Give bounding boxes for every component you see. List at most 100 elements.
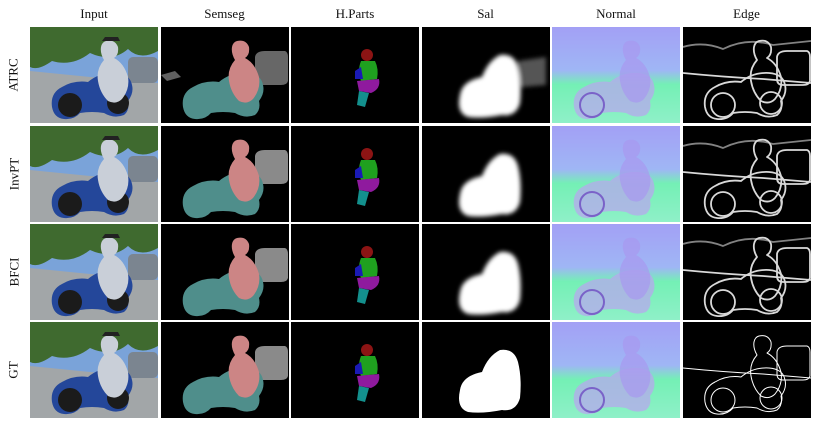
arm-part	[355, 264, 363, 276]
arm-part	[355, 166, 363, 178]
arm-part	[355, 362, 363, 374]
rider	[97, 139, 129, 202]
saliency-mask	[458, 349, 521, 413]
row-label-text: ATRC	[6, 58, 22, 92]
road-edge	[682, 171, 811, 183]
car-edge	[776, 345, 810, 381]
car-edge	[775, 247, 811, 283]
wheel-normal	[579, 191, 605, 217]
road-edge	[682, 367, 811, 379]
legs-part	[357, 79, 380, 93]
wheel-edge	[709, 289, 736, 315]
rider-hat	[102, 234, 120, 238]
feet-part	[357, 91, 369, 107]
saliency-mask	[458, 54, 521, 118]
head-part	[361, 148, 373, 160]
column-header-semseg: Semseg	[204, 6, 245, 21]
bike-edge	[703, 367, 786, 415]
saliency-mask	[458, 153, 521, 217]
car-edge	[775, 50, 811, 86]
legs-part	[357, 178, 380, 192]
row-label-gt: GT	[0, 322, 28, 418]
person-normal	[619, 40, 651, 103]
front-wheel	[58, 290, 82, 314]
front-wheel	[58, 388, 82, 412]
cell-gt-hparts	[291, 322, 419, 418]
front-wheel	[58, 93, 82, 117]
row-label-text: InvPT	[6, 157, 21, 191]
cell-invpt-edge	[682, 126, 811, 222]
tree-region	[30, 27, 158, 69]
feet-part	[357, 190, 369, 206]
feet-part	[357, 288, 369, 304]
person-normal	[619, 237, 651, 300]
rider	[97, 237, 129, 300]
cell-atrc-input	[30, 27, 158, 123]
cell-bfci-normal	[552, 224, 680, 320]
cell-gt-edge	[682, 322, 811, 418]
road-edge	[682, 269, 811, 281]
tree-region	[30, 322, 158, 364]
car-mask	[254, 346, 288, 380]
car-edge	[775, 149, 811, 185]
person-edge	[749, 335, 782, 399]
person-edge	[749, 138, 782, 203]
cell-invpt-sal	[421, 126, 550, 222]
cell-atrc-edge	[682, 27, 811, 123]
row-label-bfci: BFCI	[0, 224, 28, 320]
parked-car	[128, 352, 158, 378]
row-label-text: GT	[6, 361, 21, 379]
rider-hat	[102, 332, 120, 336]
cell-atrc-hparts	[291, 27, 419, 123]
saliency-noise	[517, 57, 546, 87]
head-part	[361, 246, 373, 258]
wheel-normal	[579, 387, 605, 413]
cell-invpt-normal	[552, 126, 680, 222]
legs-part	[357, 374, 380, 388]
head-part	[361, 49, 373, 61]
rider-hat	[102, 37, 120, 41]
person-edge	[749, 39, 782, 104]
cell-gt-input	[30, 322, 158, 418]
column-header-normal: Normal	[596, 6, 636, 21]
arm-part	[355, 67, 363, 79]
column-header-edge: Edge	[733, 6, 760, 21]
wheel-edge	[709, 191, 736, 217]
cell-atrc-semseg	[160, 27, 289, 123]
car-mask	[254, 51, 288, 85]
tree-region	[30, 224, 158, 266]
cell-gt-sal	[421, 322, 550, 418]
cell-gt-semseg	[160, 322, 289, 418]
rider	[97, 40, 129, 103]
cell-invpt-hparts	[291, 126, 419, 222]
front-wheel	[58, 192, 82, 216]
row-label-text: BFCI	[6, 257, 21, 287]
tree-edge	[682, 40, 811, 50]
wheel-edge	[758, 91, 783, 115]
parked-car	[128, 57, 158, 83]
person-mask	[228, 40, 259, 103]
legs-part	[357, 276, 380, 290]
cell-atrc-sal	[421, 27, 550, 123]
cell-atrc-normal	[552, 27, 680, 123]
column-header-sal: Sal	[477, 6, 494, 21]
cell-bfci-sal	[421, 224, 550, 320]
cell-bfci-hparts	[291, 224, 419, 320]
saliency-mask	[458, 251, 521, 315]
head-part	[361, 344, 373, 356]
car-mask	[254, 248, 288, 282]
cell-invpt-input	[30, 126, 158, 222]
car-mask-noise	[160, 71, 181, 81]
row-label-invpt: InvPT	[0, 126, 28, 222]
person-normal	[619, 139, 651, 202]
parked-car	[128, 156, 158, 182]
person-normal	[619, 335, 651, 398]
wheel-edge	[710, 387, 735, 413]
cell-bfci-semseg	[160, 224, 289, 320]
wheel-normal	[579, 289, 605, 315]
cell-bfci-edge	[682, 224, 811, 320]
person-mask	[228, 335, 259, 398]
torso-part	[359, 61, 378, 81]
wheel-edge	[758, 190, 783, 214]
